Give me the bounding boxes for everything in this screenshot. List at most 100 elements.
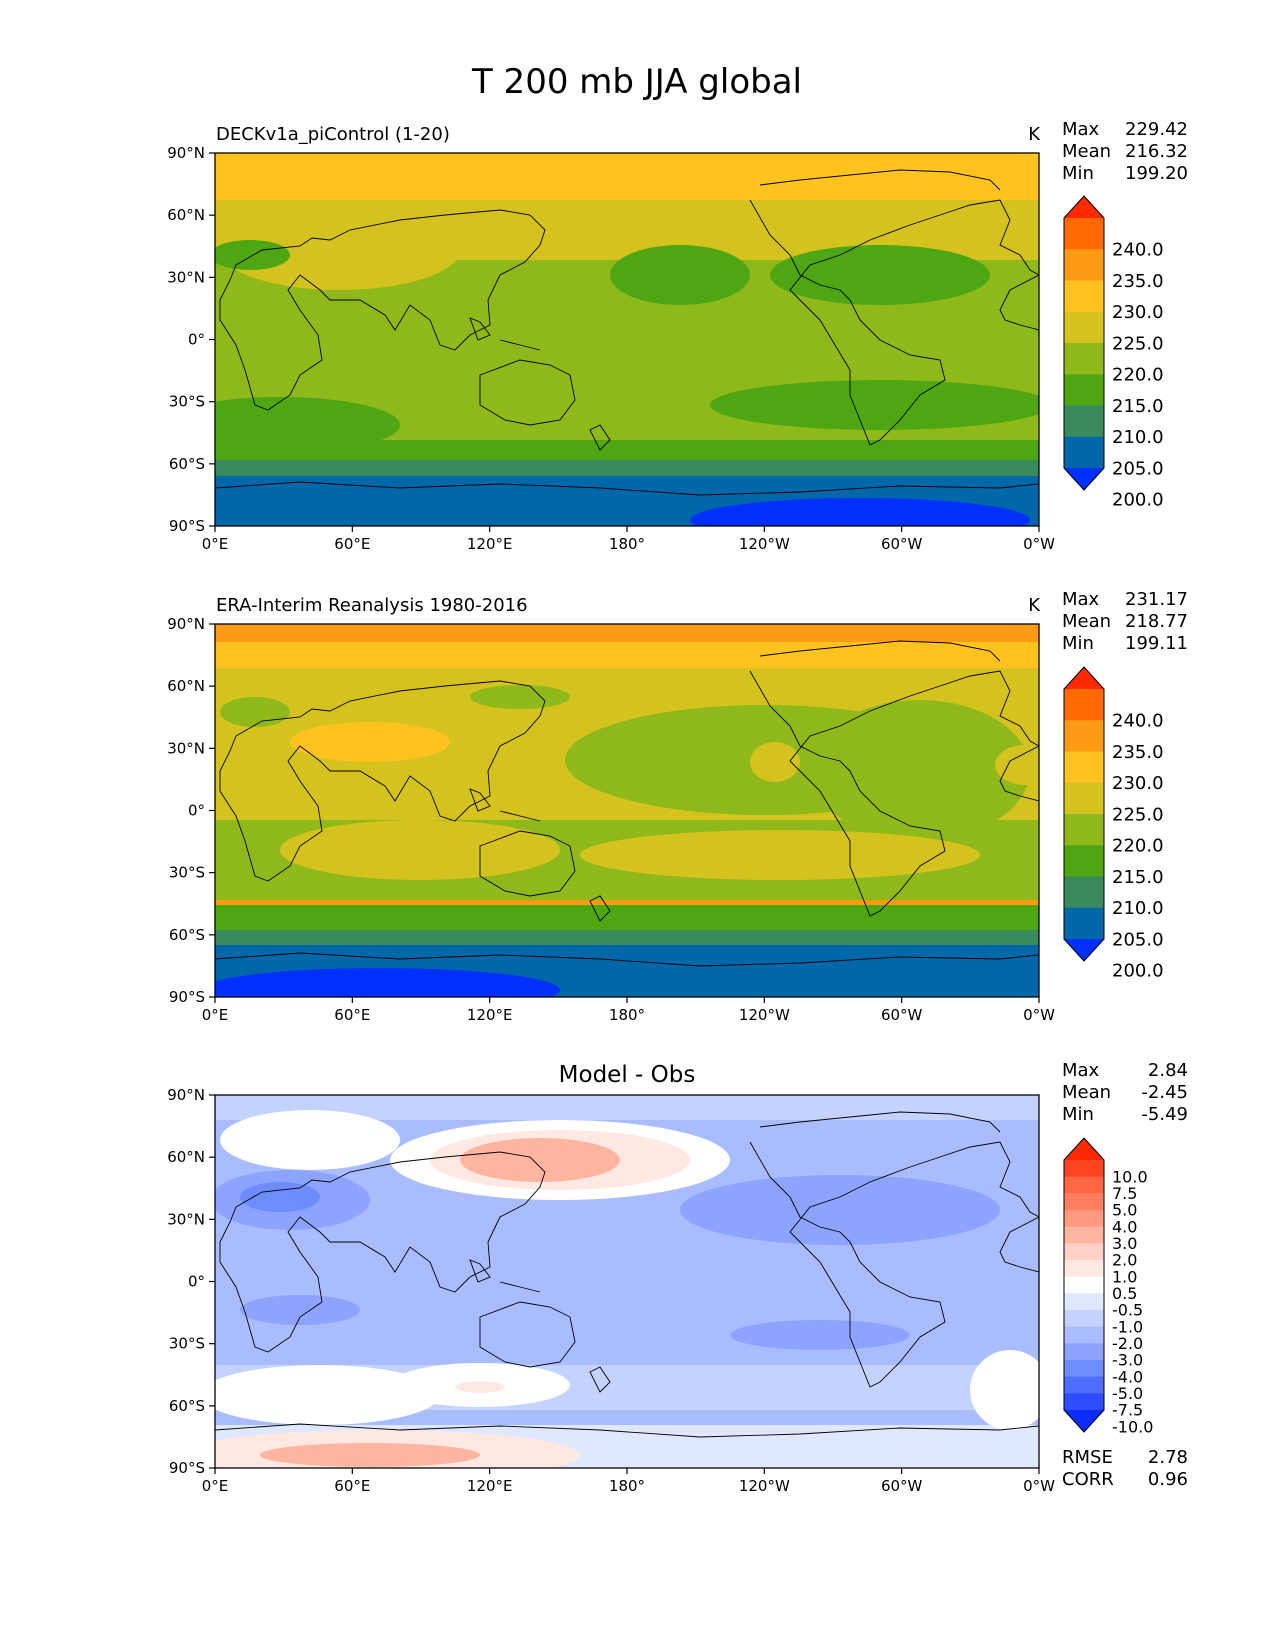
colorbar-label: -4.0 bbox=[1112, 1367, 1143, 1386]
y-tick-label: 0° bbox=[188, 331, 205, 349]
colorbar-label: 10.0 bbox=[1112, 1167, 1148, 1186]
colorbar-label: 230.0 bbox=[1112, 302, 1164, 323]
x-tick-label: 180° bbox=[609, 1477, 645, 1495]
colorbar-segment bbox=[1064, 1393, 1104, 1411]
stat-label-min: Min bbox=[1062, 163, 1094, 184]
colorbar-extend-top bbox=[1064, 667, 1104, 689]
colorbar-diff: 10.07.55.04.03.02.01.00.5-0.5-1.0-2.0-3.… bbox=[1063, 1137, 1153, 1436]
y-tick-label: 90°S bbox=[169, 988, 205, 1006]
colorbar-segment bbox=[1064, 814, 1104, 846]
map-field-obs bbox=[215, 624, 1039, 997]
colorbar-segment bbox=[1064, 1343, 1104, 1361]
colorbar-extend-bottom bbox=[1064, 1410, 1104, 1432]
colorbar-segment bbox=[1064, 311, 1104, 344]
colorbar-segment bbox=[1064, 1243, 1104, 1261]
y-tick-label: 30°S bbox=[169, 393, 205, 411]
panel-model: DECKv1a_piControl (1-20) K 0°E 60°E 120°E 1… bbox=[167, 119, 1188, 553]
panel-left-title: DECKv1a_piControl (1-20) bbox=[216, 124, 450, 145]
stat-label-mean: Mean bbox=[1062, 141, 1111, 162]
x-tick-label: 60°E bbox=[334, 535, 370, 553]
colorbar-label: 4.0 bbox=[1112, 1217, 1137, 1236]
colorbar-segment bbox=[1064, 249, 1104, 281]
y-tick-label: 0° bbox=[188, 1273, 205, 1291]
stats-obs: Max 231.17 Mean 218.77 Min 199.11 bbox=[1062, 589, 1188, 654]
x-tick-label: 0°W bbox=[1023, 1006, 1055, 1024]
axis-ticks-obs: 0°E 60°E 120°E 180° 120°W 60°W 0°W 90°N 60°N 30°N… bbox=[167, 615, 1055, 1024]
stat-label-max: Max bbox=[1062, 1060, 1100, 1081]
colorbar-extend-bottom bbox=[1064, 468, 1104, 490]
colorbar-label: 5.0 bbox=[1112, 1201, 1137, 1220]
panel-obs: ERA-Interim Reanalysis 1980-2016 K 0°E 60… bbox=[167, 589, 1188, 1024]
x-tick-label: 0°E bbox=[202, 1477, 229, 1495]
colorbar-segment bbox=[1064, 907, 1104, 940]
colorbar-label: 205.0 bbox=[1112, 458, 1164, 479]
panel-units: K bbox=[1028, 595, 1041, 616]
colorbar-segment bbox=[1064, 343, 1104, 375]
colorbar-label: -3.0 bbox=[1112, 1351, 1143, 1370]
stat-value-mean: 218.77 bbox=[1125, 611, 1188, 632]
colorbar-segment bbox=[1064, 1210, 1104, 1228]
colorbar-extend-top bbox=[1064, 1138, 1104, 1160]
panel-diff: Model - Obs 0°E 60°E 120°E 180° 120°W 60°W 0°W… bbox=[167, 1060, 1188, 1495]
corr-label: CORR bbox=[1062, 1469, 1114, 1490]
x-tick-label: 120°W bbox=[739, 535, 790, 553]
stat-value-min: -5.49 bbox=[1141, 1104, 1188, 1125]
y-tick-label: 60°N bbox=[167, 1148, 205, 1166]
x-tick-label: 120°E bbox=[467, 1006, 513, 1024]
stat-value-min: 199.11 bbox=[1125, 633, 1188, 654]
y-tick-label: 90°N bbox=[167, 1086, 205, 1104]
x-tick-label: 60°W bbox=[881, 1006, 923, 1024]
y-tick-label: 60°S bbox=[169, 455, 205, 473]
colorbar-label: -5.0 bbox=[1112, 1384, 1143, 1403]
axis-ticks-model: 0°E 60°E 120°E 180° 120°W 60°W 0°W 90°N 60°N 30°N… bbox=[167, 144, 1055, 553]
colorbar-segment bbox=[1064, 1226, 1104, 1244]
stats-model: Max 229.42 Mean 216.32 Min 199.20 bbox=[1062, 119, 1188, 184]
stat-value-mean: -2.45 bbox=[1141, 1082, 1188, 1103]
y-tick-label: 60°N bbox=[167, 677, 205, 695]
colorbar-segment bbox=[1064, 436, 1104, 469]
colorbar-label: 1.0 bbox=[1112, 1267, 1137, 1286]
y-tick-label: 30°N bbox=[167, 1210, 205, 1228]
stat-label-min: Min bbox=[1062, 1104, 1094, 1125]
x-tick-label: 0°W bbox=[1023, 535, 1055, 553]
colorbar-segment bbox=[1064, 1326, 1104, 1344]
x-tick-label: 0°E bbox=[202, 535, 229, 553]
colorbar-segment bbox=[1064, 845, 1104, 877]
coastlines-model bbox=[215, 169, 1039, 496]
rmse-value: 2.78 bbox=[1148, 1447, 1188, 1468]
colorbar-segment bbox=[1064, 374, 1104, 406]
x-tick-label: 60°W bbox=[881, 535, 923, 553]
colorbar-model: 240.0 235.0 230.0 225.0 220.0 215.0 210.0 205.0… bbox=[1063, 195, 1164, 511]
stat-value-max: 229.42 bbox=[1125, 119, 1188, 140]
colorbar-segment bbox=[1064, 280, 1104, 313]
y-tick-label: 30°N bbox=[167, 739, 205, 757]
colorbar-label: 3.0 bbox=[1112, 1234, 1137, 1253]
colorbar-label: 240.0 bbox=[1112, 711, 1164, 732]
x-tick-label: 120°W bbox=[739, 1006, 790, 1024]
colorbar-segment bbox=[1064, 720, 1104, 752]
colorbar-obs: 240.0 235.0 230.0 225.0 220.0 215.0 210.0 205.0… bbox=[1063, 666, 1164, 982]
x-tick-label: 120°W bbox=[739, 1477, 790, 1495]
y-tick-label: 60°S bbox=[169, 1397, 205, 1415]
colorbar-label: 215.0 bbox=[1112, 867, 1164, 888]
panel-center-title: Model - Obs bbox=[559, 1062, 696, 1088]
rmse-label: RMSE bbox=[1062, 1447, 1113, 1468]
map-field-model bbox=[215, 153, 1039, 526]
x-tick-label: 180° bbox=[609, 1006, 645, 1024]
panel-units: K bbox=[1028, 124, 1041, 145]
colorbar-segment bbox=[1064, 751, 1104, 784]
colorbar-label: -7.5 bbox=[1112, 1401, 1143, 1420]
colorbar-segment bbox=[1064, 1360, 1104, 1378]
colorbar-label: 0.5 bbox=[1112, 1284, 1137, 1303]
stats-diff: Max 2.84 Mean -2.45 Min -5.49 RMSE 2.78 … bbox=[1062, 1060, 1188, 1490]
colorbar-label: 240.0 bbox=[1112, 240, 1164, 261]
y-tick-label: 90°N bbox=[167, 144, 205, 162]
coastlines-obs bbox=[215, 640, 1039, 967]
colorbar-label: -10.0 bbox=[1112, 1417, 1153, 1436]
colorbar-label: -1.0 bbox=[1112, 1317, 1143, 1336]
colorbar-label: 220.0 bbox=[1112, 365, 1164, 386]
x-tick-label: 60°E bbox=[334, 1477, 370, 1495]
y-tick-label: 30°N bbox=[167, 268, 205, 286]
colorbar-segment bbox=[1064, 1293, 1104, 1311]
colorbar-label: 7.5 bbox=[1112, 1184, 1137, 1203]
